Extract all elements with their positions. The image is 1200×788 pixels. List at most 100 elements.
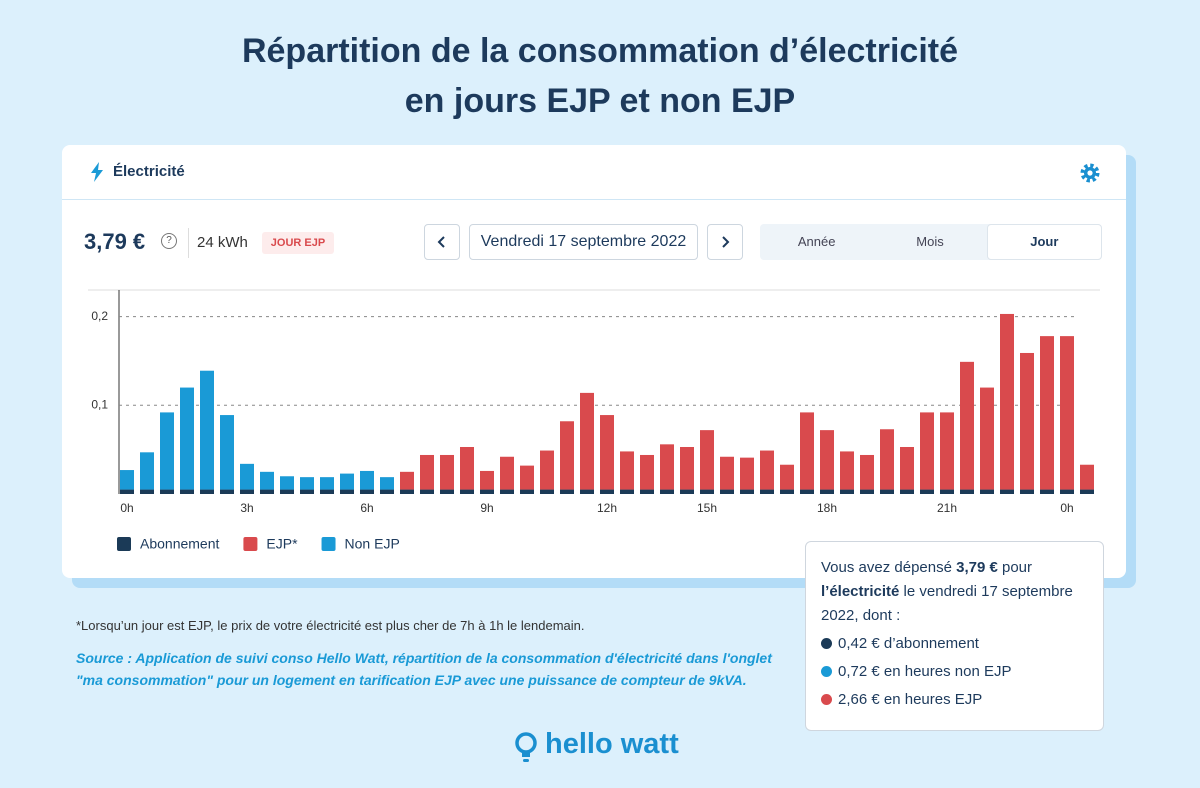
bar-segment bbox=[680, 489, 694, 494]
legend-swatch bbox=[321, 537, 336, 551]
text: 3,79 € bbox=[956, 559, 998, 576]
bar-segment bbox=[720, 456, 734, 490]
x-tick-label: 0h bbox=[120, 501, 133, 515]
total-cost: 3,79 € bbox=[84, 229, 146, 254]
bar-segment bbox=[400, 489, 414, 494]
legend-swatch bbox=[243, 537, 258, 551]
text: 2,66 € en heures EJP bbox=[838, 691, 983, 708]
x-tick-label: 21h bbox=[937, 501, 957, 515]
bar-segment bbox=[860, 489, 874, 494]
bar-segment bbox=[980, 489, 994, 494]
tooltip-item: 0,72 € en heures non EJP bbox=[821, 660, 1089, 684]
help-icon[interactable]: ? bbox=[161, 233, 177, 249]
bar-segment bbox=[200, 489, 214, 494]
day-badge: JOUR EJP bbox=[262, 232, 334, 254]
tab[interactable]: Mois bbox=[916, 234, 944, 249]
bar-segment bbox=[500, 489, 514, 494]
brand-icon bbox=[515, 732, 537, 762]
brand: hello watt bbox=[545, 728, 679, 760]
bar-segment bbox=[760, 489, 774, 494]
bar-segment bbox=[960, 361, 974, 490]
text: 0,72 € en heures non EJP bbox=[838, 663, 1012, 680]
bar-segment bbox=[920, 489, 934, 494]
bar-segment bbox=[900, 446, 914, 490]
bar-segment bbox=[180, 489, 194, 494]
x-tick-label: 9h bbox=[480, 501, 493, 515]
bar-segment bbox=[120, 470, 134, 490]
tab[interactable]: Année bbox=[797, 234, 836, 249]
legend-label: Abonnement bbox=[140, 536, 220, 552]
bar-segment bbox=[160, 412, 174, 490]
text: pour bbox=[997, 559, 1033, 576]
divider bbox=[188, 228, 189, 258]
bar-segment bbox=[1060, 489, 1074, 494]
bar-segment bbox=[640, 454, 654, 490]
bar-segment bbox=[660, 489, 674, 494]
bar-segment bbox=[1080, 489, 1094, 494]
bar-segment bbox=[240, 489, 254, 494]
text: 0,42 € d’abonnement bbox=[838, 635, 979, 652]
bar-segment bbox=[380, 477, 394, 490]
bar-segment bbox=[940, 412, 954, 490]
bar-segment bbox=[820, 489, 834, 494]
bar-segment bbox=[260, 489, 274, 494]
energy: 24 kWh bbox=[197, 234, 248, 251]
bar-segment bbox=[600, 415, 614, 490]
bar-segment bbox=[680, 446, 694, 490]
x-tick-label: 0h bbox=[1060, 501, 1073, 515]
bar-segment bbox=[140, 452, 154, 490]
bar-segment bbox=[240, 463, 254, 490]
bar-segment bbox=[300, 489, 314, 494]
bar-segment bbox=[320, 489, 334, 494]
text: l’électricité bbox=[821, 583, 900, 600]
x-tick-label: 3h bbox=[240, 501, 253, 515]
y-tick-label: 0,1 bbox=[91, 397, 108, 411]
prev-button[interactable] bbox=[424, 224, 460, 260]
bar-segment bbox=[460, 446, 474, 490]
bar-segment bbox=[380, 489, 394, 494]
source: Source : Application de suivi conso Hell… bbox=[76, 650, 772, 688]
period-tabs: Année Mois Jour bbox=[760, 224, 1102, 260]
bar-segment bbox=[1020, 352, 1034, 490]
divider bbox=[62, 199, 1126, 200]
bar-segment bbox=[220, 489, 234, 494]
bolt-icon bbox=[91, 162, 103, 182]
bar-segment bbox=[200, 370, 214, 490]
bar-segment bbox=[920, 412, 934, 490]
bar-segment bbox=[280, 489, 294, 494]
legend-label: Non EJP bbox=[345, 536, 400, 552]
bar-segment bbox=[880, 429, 894, 490]
footnote: *Lorsqu’un jour est EJP, le prix de votr… bbox=[76, 618, 585, 633]
bar-segment bbox=[620, 489, 634, 494]
date-picker[interactable]: Vendredi 17 septembre 2022 bbox=[469, 224, 698, 260]
bar-segment bbox=[520, 489, 534, 494]
next-button[interactable] bbox=[707, 224, 743, 260]
bar-segment bbox=[740, 457, 754, 490]
text: Vous avez dépensé bbox=[821, 559, 957, 576]
bar-segment bbox=[780, 489, 794, 494]
bar-segment bbox=[1000, 313, 1014, 490]
bar-segment bbox=[540, 489, 554, 494]
bar-segment bbox=[120, 489, 134, 494]
bar-segment bbox=[1040, 336, 1054, 490]
bar-segment bbox=[720, 489, 734, 494]
card bbox=[62, 145, 1126, 578]
x-tick-label: 18h bbox=[817, 501, 837, 515]
title-line: en jours EJP et non EJP bbox=[404, 82, 796, 120]
bar-segment bbox=[640, 489, 654, 494]
bar-segment bbox=[980, 387, 994, 490]
bar-segment bbox=[880, 489, 894, 494]
settings-icon[interactable] bbox=[1079, 162, 1101, 184]
bar-segment bbox=[1020, 489, 1034, 494]
title-line: Répartition de la consommation d’électri… bbox=[241, 32, 959, 70]
bar-segment bbox=[340, 473, 354, 490]
tab-active[interactable]: Jour bbox=[986, 224, 1102, 260]
bar-segment bbox=[180, 387, 194, 490]
chevron bbox=[437, 236, 445, 248]
tooltip-intro: Vous avez dépensé 3,79 € pour l’électric… bbox=[821, 556, 1089, 628]
bar-segment bbox=[560, 489, 574, 494]
bar-segment bbox=[800, 489, 814, 494]
bar-segment bbox=[620, 451, 634, 490]
bar-segment bbox=[420, 489, 434, 494]
bar-segment bbox=[300, 477, 314, 490]
